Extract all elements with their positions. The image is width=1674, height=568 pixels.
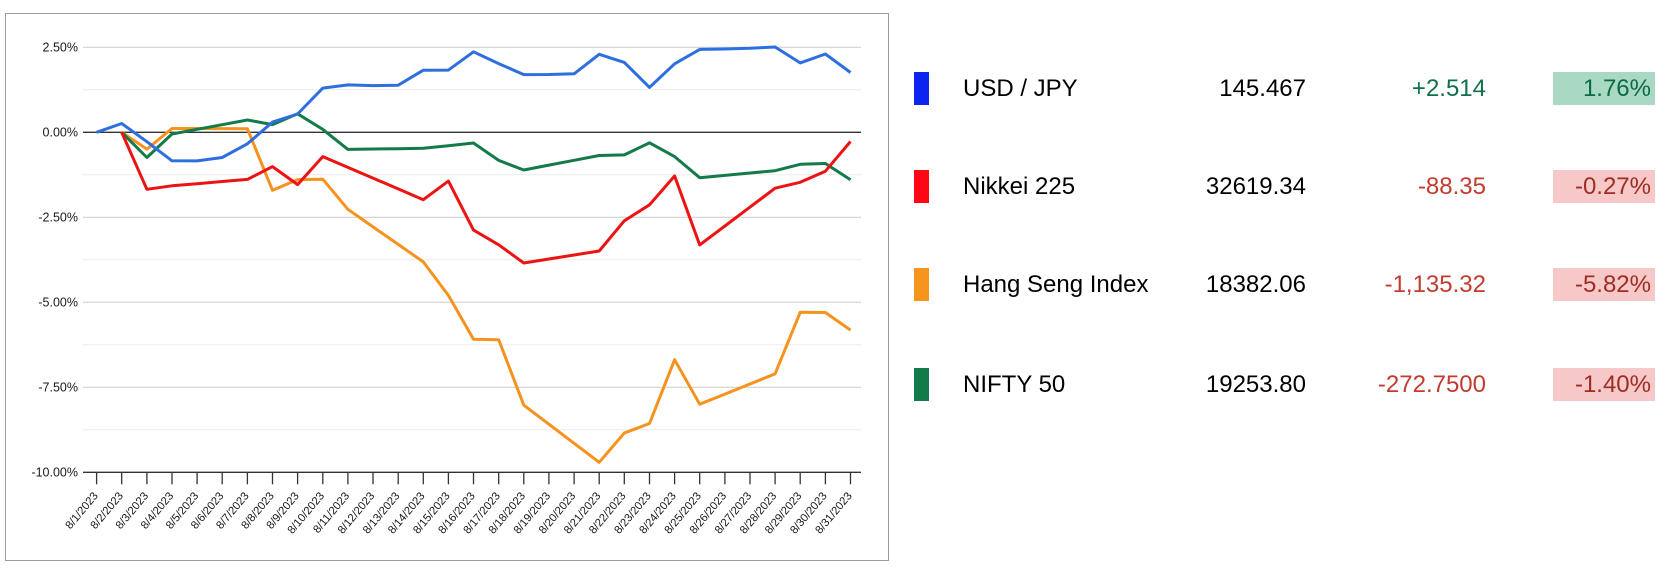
svg-text:2.50%: 2.50% (43, 41, 78, 55)
svg-text:-10.00%: -10.00% (31, 466, 78, 480)
svg-text:-7.50%: -7.50% (38, 381, 78, 395)
svg-text:0.00%: 0.00% (43, 126, 78, 140)
svg-text:-2.50%: -2.50% (38, 211, 78, 225)
svg-text:-5.00%: -5.00% (38, 296, 78, 310)
